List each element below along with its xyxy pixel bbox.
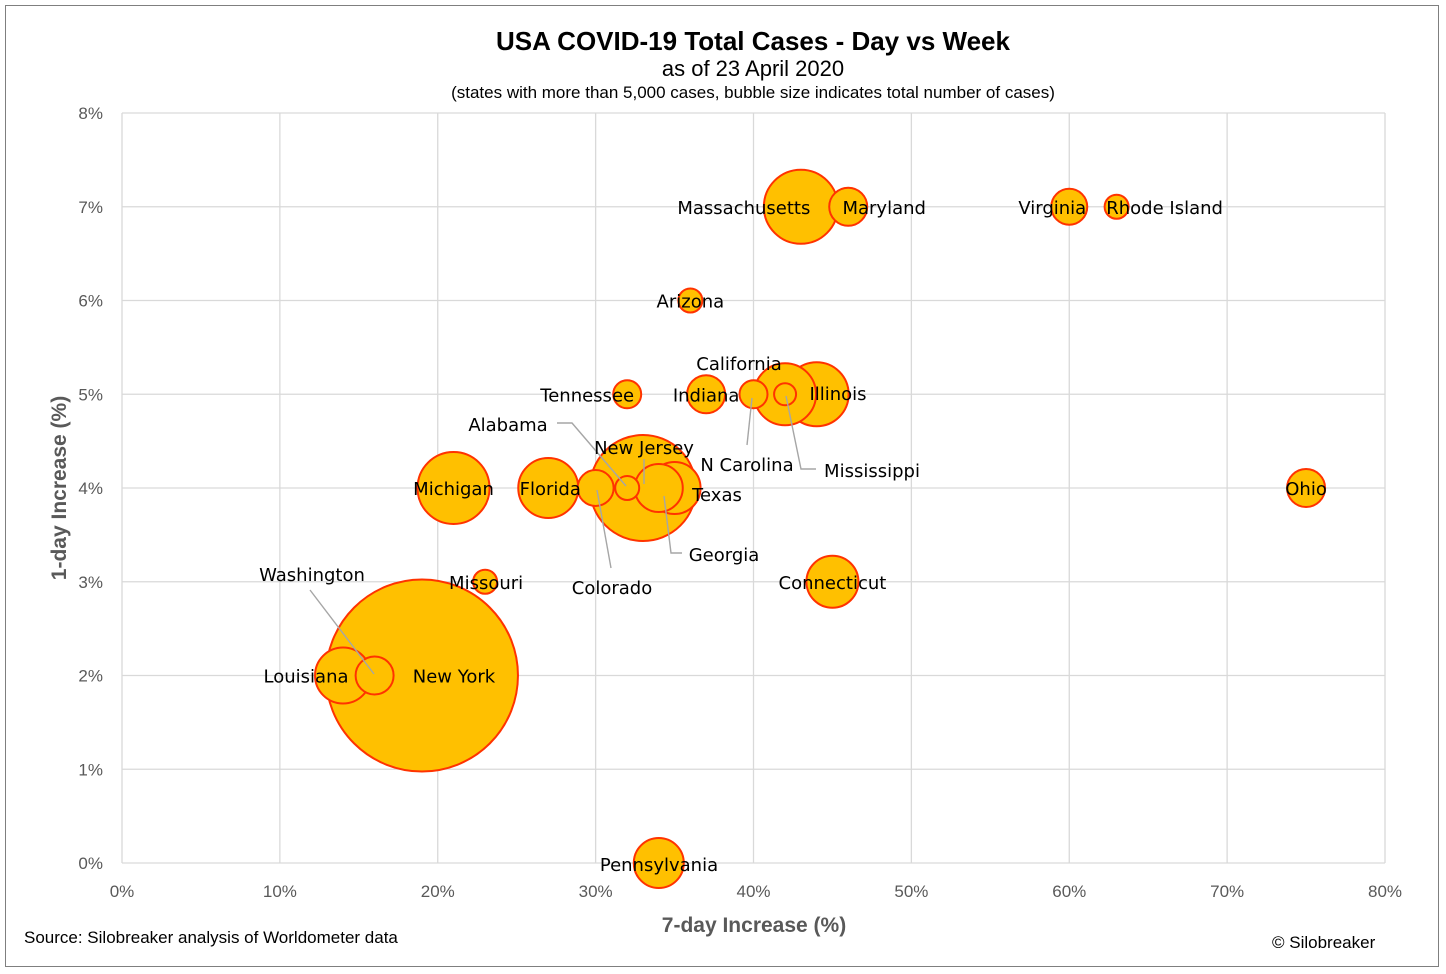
bubble-maryland: [828, 186, 869, 227]
label-arizona: Arizona: [657, 292, 725, 313]
y-tick-label: 4%: [78, 479, 103, 498]
y-tick-label: 1%: [78, 760, 103, 779]
leader-alabama: [557, 422, 627, 487]
label-ohio: Ohio: [1285, 479, 1327, 500]
x-tick-label: 20%: [421, 882, 455, 901]
label-massachusetts: Massachusetts: [677, 198, 810, 219]
title-block: USA COVID-19 Total Cases - Day vs Week a…: [0, 26, 1446, 104]
y-tick-label: 0%: [78, 854, 103, 873]
leader-georgia: [663, 495, 682, 554]
chart-frame: [5, 5, 1439, 967]
label-new-jersey: New Jersey: [594, 438, 694, 459]
chart-subtitle: as of 23 April 2020: [661, 56, 845, 81]
y-tick-label: 6%: [78, 292, 103, 311]
gridlines: [121, 112, 1386, 864]
y-tick-label: 5%: [78, 385, 103, 404]
source-note: Source: Silobreaker analysis of Worldome…: [24, 928, 398, 947]
label-indiana: Indiana: [673, 385, 740, 406]
label-new-york: New York: [413, 667, 496, 688]
leader-n-carolina: [746, 397, 753, 446]
x-tick-label: 40%: [736, 882, 770, 901]
label-california: California: [696, 354, 781, 375]
y-axis-title: 1-day Increase (%): [48, 396, 71, 580]
bubble-georgia: [633, 463, 684, 513]
label-tennessee: Tennessee: [539, 385, 634, 406]
y-tick-label: 2%: [78, 667, 103, 686]
label-michigan: Michigan: [413, 479, 494, 500]
bubble-alabama: [614, 475, 641, 501]
x-tick-label: 60%: [1052, 882, 1086, 901]
bubble-arizona: [677, 287, 704, 314]
chart-note: (states with more than 5,000 cases, bubb…: [451, 83, 1055, 102]
label-colorado: Colorado: [572, 578, 652, 599]
x-tick-label: 30%: [579, 882, 613, 901]
bubble-n-carolina: [738, 379, 769, 410]
bubble-ohio: [1286, 468, 1327, 508]
credit: © Silobreaker: [1272, 933, 1376, 952]
bubble-michigan: [416, 451, 491, 525]
bubbles: [314, 168, 1327, 889]
label-rhode-island: Rhode Island: [1106, 198, 1223, 219]
label-alabama: Alabama: [468, 415, 547, 436]
label-virginia: Virginia: [1018, 198, 1086, 219]
chart-title: USA COVID-19 Total Cases - Day vs Week: [496, 26, 1010, 56]
y-tick-label: 8%: [78, 104, 103, 123]
bubble-labels: New York New Jersey Massachusetts Californi…: [259, 198, 1327, 876]
tick-labels: 0% 10% 20% 30% 40% 50% 60% 70% 80% 0% 1% 2% 3% 4% 5% 6%…: [78, 104, 1402, 901]
x-tick-label: 70%: [1210, 882, 1244, 901]
label-n-carolina: N Carolina: [700, 455, 793, 476]
label-illinois: Illinois: [809, 384, 866, 405]
leader-washington: [309, 589, 375, 675]
label-georgia: Georgia: [689, 545, 760, 566]
bubble-washington: [354, 655, 395, 696]
label-louisiana: Louisiana: [264, 667, 349, 688]
label-pennsylvania: Pennsylvania: [600, 855, 718, 876]
label-maryland: Maryland: [842, 198, 925, 219]
x-tick-label: 10%: [263, 882, 297, 901]
bubble-pennsylvania: [632, 837, 685, 889]
label-washington: Washington: [259, 565, 365, 586]
bubble-missouri: [472, 568, 499, 595]
label-mississippi: Mississippi: [824, 461, 920, 482]
x-tick-label: 50%: [894, 882, 928, 901]
label-missouri: Missouri: [449, 573, 523, 594]
bubble-colorado: [576, 469, 615, 507]
x-tick-label: 0%: [110, 882, 135, 901]
bubble-rhode-island: [1103, 193, 1130, 220]
bubble-virginia: [1050, 187, 1089, 226]
bubble-indiana: [686, 374, 727, 415]
bubble-tennessee: [612, 379, 643, 410]
y-tick-label: 7%: [78, 198, 103, 217]
y-tick-label: 3%: [78, 573, 103, 592]
label-connecticut: Connecticut: [779, 573, 887, 594]
leader-colorado: [596, 489, 612, 569]
label-florida: Florida: [520, 479, 581, 500]
x-axis-title: 7-day Increase (%): [662, 914, 846, 937]
bubble-mississippi: [773, 382, 798, 407]
bubble-connecticut: [805, 554, 860, 609]
x-tick-label: 80%: [1368, 882, 1402, 901]
label-texas: Texas: [691, 485, 742, 506]
leader-mississippi: [785, 395, 816, 470]
leader-lines: [309, 395, 816, 675]
